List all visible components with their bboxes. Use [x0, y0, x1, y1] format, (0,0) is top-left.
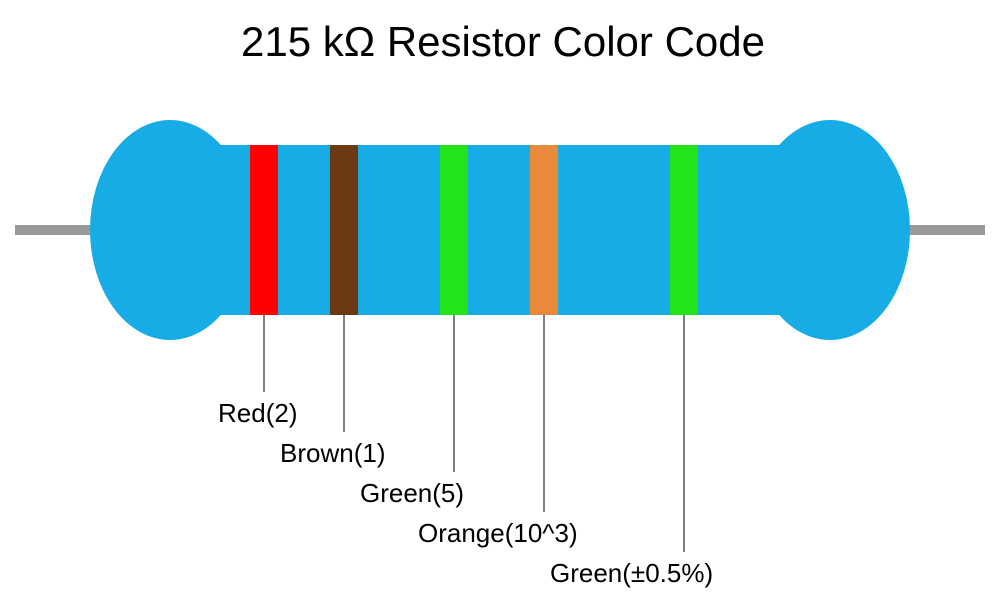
- band-label-2: Green(5): [360, 478, 464, 509]
- color-band-1: [330, 145, 358, 315]
- band-label-3: Orange(10^3): [418, 518, 578, 549]
- band-label-0: Red(2): [218, 398, 297, 429]
- color-band-0: [250, 145, 278, 315]
- color-band-3: [530, 145, 558, 315]
- band-label-1: Brown(1): [280, 438, 385, 469]
- color-band-2: [440, 145, 468, 315]
- resistor-diagram: [0, 0, 1006, 607]
- band-label-4: Green(±0.5%): [550, 558, 713, 589]
- color-band-4: [670, 145, 698, 315]
